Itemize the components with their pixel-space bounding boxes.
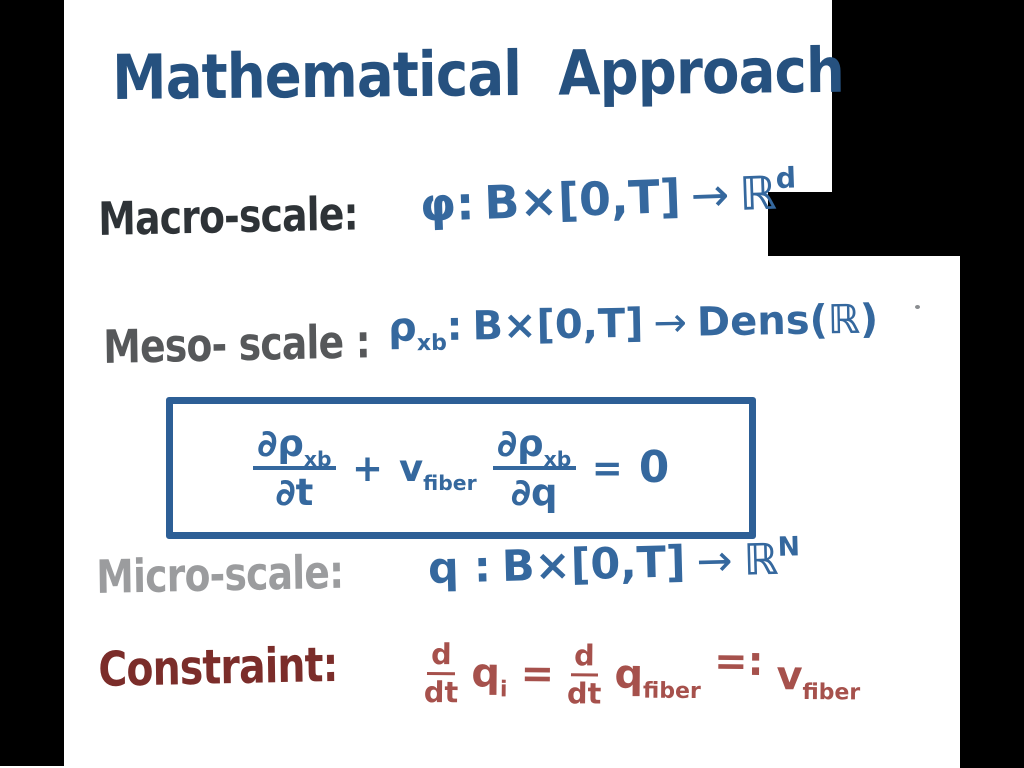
- macro-scale-label: Macro-scale:: [97, 186, 359, 246]
- micro-scale-label: Micro-scale:: [95, 544, 344, 604]
- pde-equation-box: ∂ρ xb ∂t + v fiber ∂ρ xb ∂q = 0: [166, 397, 756, 539]
- d-dt-fraction: d dt: [566, 638, 602, 711]
- right-arrow-icon: →: [653, 299, 688, 347]
- rho-subscript: xb: [543, 447, 572, 472]
- letterbox-right: [960, 255, 1024, 768]
- q-fiber-symbol: q fiber: [614, 651, 701, 704]
- d-symbol: d: [430, 637, 452, 672]
- meso-domain: B×[0,T]: [472, 300, 644, 350]
- d-dt-fraction: d dt: [423, 637, 459, 709]
- partial-q: ∂q: [510, 470, 558, 514]
- colon: :: [446, 303, 463, 350]
- meso-codomain: Dens(ℝ): [696, 296, 879, 346]
- rho-symbol: ρ: [387, 304, 418, 351]
- fiber-subscript: fiber: [642, 678, 701, 705]
- pde-equation: ∂ρ xb ∂t + v fiber ∂ρ xb ∂q = 0: [252, 422, 670, 511]
- dt-symbol: dt: [423, 674, 459, 709]
- fraction-numerator: ∂ρ xb: [492, 422, 576, 472]
- partial-rho: ∂ρ: [257, 422, 304, 466]
- v-symbol: v: [776, 653, 803, 700]
- q-symbol: q: [427, 543, 460, 594]
- defined-as-sign: =:: [713, 638, 764, 686]
- i-subscript: i: [499, 677, 508, 703]
- q-symbol: q: [471, 650, 501, 697]
- fraction-denominator: dt: [566, 675, 602, 711]
- letterbox-right-notch: [768, 192, 1024, 256]
- macro-function-symbol: φ:: [419, 176, 476, 232]
- colon: :: [455, 176, 476, 231]
- rho-subscript: xb: [416, 330, 448, 357]
- macro-domain: B×[0,T]: [483, 168, 682, 230]
- micro-exponent: N: [777, 531, 801, 564]
- micro-function-symbol: q :: [427, 542, 492, 594]
- fraction-numerator: ∂ρ xb: [252, 422, 336, 472]
- fraction-denominator: dt: [423, 674, 459, 709]
- partial-t: ∂t: [275, 470, 314, 514]
- meso-function-symbol: ρ xb:: [387, 303, 463, 356]
- fraction-denominator: ∂q: [511, 470, 558, 511]
- fraction-numerator: d: [570, 638, 599, 677]
- meso-equation: ρ xb: B×[0,T] → Dens(ℝ): [387, 296, 879, 356]
- partial-rho-partial-t-fraction: ∂ρ xb ∂t: [252, 422, 336, 511]
- stray-mark: [915, 305, 920, 309]
- d-symbol: d: [573, 638, 595, 673]
- partial-rho: ∂ρ: [497, 422, 544, 466]
- phi-symbol: φ: [419, 176, 457, 232]
- equals-sign: =: [591, 446, 623, 490]
- letterbox-left: [0, 0, 64, 766]
- slide-title: Mathematical Approach: [111, 33, 845, 114]
- reals-symbol: ℝ: [742, 534, 779, 586]
- constraint-label: Constraint:: [97, 636, 338, 698]
- partial-rho-partial-q-fraction: ∂ρ xb ∂q: [492, 422, 576, 511]
- letterbox-top-right: [832, 0, 1024, 194]
- zero-symbol: 0: [638, 442, 670, 494]
- macro-exponent: d: [775, 161, 797, 196]
- micro-domain: B×[0,T]: [501, 537, 687, 593]
- right-arrow-icon: →: [695, 536, 734, 587]
- fiber-subscript: fiber: [423, 471, 477, 496]
- right-arrow-icon: →: [689, 167, 731, 223]
- fraction-numerator: d: [427, 637, 456, 675]
- plus-sign: +: [351, 446, 383, 490]
- fiber-subscript: fiber: [802, 680, 861, 706]
- v-symbol: v: [399, 446, 424, 490]
- dt-symbol: dt: [566, 675, 602, 711]
- meso-scale-label: Meso- scale :: [102, 314, 371, 374]
- reals-symbol: ℝ: [738, 165, 778, 221]
- colon: :: [473, 542, 492, 593]
- q-symbol: q: [614, 651, 644, 699]
- equals-sign: =: [520, 651, 555, 698]
- fraction-denominator: ∂t: [275, 470, 313, 511]
- v-fiber-symbol: v fiber: [776, 653, 860, 705]
- fiber-velocity-symbol: v fiber: [399, 446, 477, 494]
- rho-subscript: xb: [303, 447, 332, 472]
